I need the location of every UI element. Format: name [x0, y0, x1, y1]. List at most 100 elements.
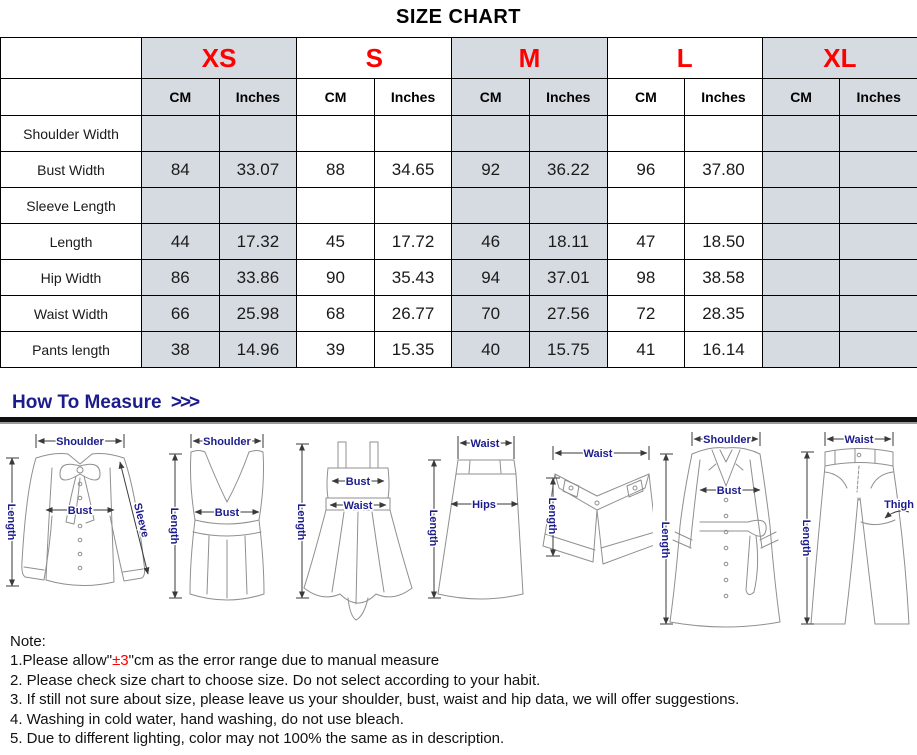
- unit-header-cm: CM: [141, 78, 220, 116]
- measurement-cell: 28.35: [684, 295, 763, 332]
- measurement-cell: 33.86: [218, 259, 298, 296]
- measure-label-length: Length: [295, 504, 307, 541]
- measurement-cell: 18.11: [528, 223, 608, 260]
- measurement-cell: 37.80: [684, 151, 763, 188]
- measurement-cell: 72: [606, 295, 686, 332]
- measurement-cell: [606, 187, 686, 224]
- measurement-cell: [839, 187, 917, 224]
- notes-section: Note: 1.Please allow"±3"cm as the error …: [10, 632, 739, 748]
- measurement-cell: 18.50: [684, 223, 763, 260]
- row-label: Length: [0, 223, 142, 260]
- measurement-cell: 39: [296, 331, 375, 368]
- size-column-header-m: M: [451, 37, 608, 79]
- measurement-cell: [684, 115, 763, 152]
- measurement-cell: 66: [141, 295, 220, 332]
- measurement-cell: 47: [606, 223, 686, 260]
- measurement-cell: 15.35: [373, 331, 453, 368]
- measurement-cell: [141, 187, 220, 224]
- unit-header-row: CM Inches CM Inches CM Inches CM Inches CM Inches: [0, 78, 917, 116]
- table-row: Sleeve Length: [0, 187, 917, 224]
- measurement-cell: 98: [606, 259, 686, 296]
- measurement-cell: 34.65: [373, 151, 453, 188]
- measurement-cell: 17.32: [218, 223, 298, 260]
- how-to-measure-label: How To Measure: [12, 392, 162, 413]
- coat-diagram: Shoulder Bust Length: [658, 432, 781, 628]
- chevrons-icon: >>>: [170, 392, 200, 413]
- table-row: Length 44 17.32 45 17.72 46 18.11 47 18.50: [0, 223, 917, 260]
- skirt-diagram: Waist Hips Length: [426, 436, 524, 600]
- measurement-cell: [606, 115, 686, 152]
- row-label: Pants length: [0, 331, 142, 368]
- measure-label-length: Length: [546, 498, 558, 535]
- unit-header-cm: CM: [296, 78, 375, 116]
- measurement-cell: 68: [296, 295, 375, 332]
- unit-header-inches: Inches: [528, 78, 608, 116]
- page-title: SIZE CHART: [396, 6, 521, 28]
- tank-top-diagram: Shoulder Bust Length: [166, 434, 265, 601]
- measurement-cell: [761, 223, 841, 260]
- unit-header-cm: CM: [451, 78, 530, 116]
- measure-label-waist: Waist: [845, 434, 874, 446]
- measurement-cell: [839, 295, 917, 332]
- measure-label-thigh: Thigh: [884, 499, 914, 511]
- measurement-cell: [373, 115, 453, 152]
- row-label: Shoulder Width: [0, 115, 142, 152]
- unit-header-cm: CM: [761, 78, 841, 116]
- measure-label-bust: Bust: [215, 507, 240, 519]
- measurement-cell: [296, 115, 375, 152]
- measurement-cell: 41: [606, 331, 686, 368]
- measurement-cell: 35.43: [373, 259, 453, 296]
- unit-header-inches: Inches: [218, 78, 298, 116]
- measurement-cell: [839, 259, 917, 296]
- measurement-cell: 26.77: [373, 295, 453, 332]
- section-divider: [0, 417, 917, 424]
- measurement-cell: 96: [606, 151, 686, 188]
- size-header-row: XS S M L XL: [0, 37, 917, 79]
- measure-label-waist: Waist: [343, 500, 372, 512]
- measure-label-shoulder: Shoulder: [703, 434, 751, 446]
- measurement-cell: 86: [141, 259, 220, 296]
- size-column-header-s: S: [296, 37, 453, 79]
- measurement-cell: [451, 187, 530, 224]
- measurement-figures: Shoulder Bust Sleeve Length Shoulder Bu: [2, 428, 915, 636]
- measurement-cell: [761, 295, 841, 332]
- pants-diagram: Waist Thigh Length: [798, 432, 915, 625]
- measurement-cell: 17.72: [373, 223, 453, 260]
- unit-header-inches: Inches: [839, 78, 917, 116]
- measure-label-shoulder: Shoulder: [203, 436, 251, 448]
- error-range-highlight: ±3: [112, 652, 129, 670]
- measurement-cell: [761, 187, 841, 224]
- measurement-cell: [839, 223, 917, 260]
- measurement-cell: 84: [141, 151, 220, 188]
- measure-label-length: Length: [168, 508, 180, 545]
- note-item-3: 3. If still not sure about size, please …: [10, 691, 740, 709]
- note-item-4: 4. Washing in cold water, hand washing, …: [10, 710, 404, 728]
- measurement-cell: [296, 187, 375, 224]
- measure-label-waist: Waist: [471, 438, 500, 450]
- measurement-cell: 16.14: [684, 331, 763, 368]
- measurement-cell: 15.75: [528, 331, 608, 368]
- unit-header-inches: Inches: [684, 78, 763, 116]
- notes-heading: Note:: [10, 633, 46, 650]
- measurement-cell: [839, 151, 917, 188]
- measurement-cell: [451, 115, 530, 152]
- row-label: Sleeve Length: [0, 187, 142, 224]
- row-label: Bust Width: [0, 151, 142, 188]
- table-row: Pants length 38 14.96 39 15.35 40 15.75 41 16.14: [0, 331, 917, 368]
- shorts-diagram: Waist Length: [542, 446, 654, 565]
- measure-label-length: Length: [659, 522, 671, 559]
- measure-label-length: Length: [800, 520, 812, 557]
- measurement-cell: [684, 187, 763, 224]
- measure-label-length: Length: [427, 510, 439, 547]
- measurement-cell: [218, 115, 298, 152]
- row-label: Waist Width: [0, 295, 142, 332]
- measure-label-bust: Bust: [68, 505, 93, 517]
- note-item-5: 5. Due to different lighting, color may …: [10, 730, 505, 748]
- note-item-1: 1.Please allow"±3"cm as the error range …: [10, 652, 440, 670]
- measurement-cell: [761, 151, 841, 188]
- measurement-cell: [839, 115, 917, 152]
- row-label: Hip Width: [0, 259, 142, 296]
- table-row: Waist Width 66 25.98 68 26.77 70 27.56 72 28.35: [0, 295, 917, 332]
- measurement-cell: 94: [451, 259, 530, 296]
